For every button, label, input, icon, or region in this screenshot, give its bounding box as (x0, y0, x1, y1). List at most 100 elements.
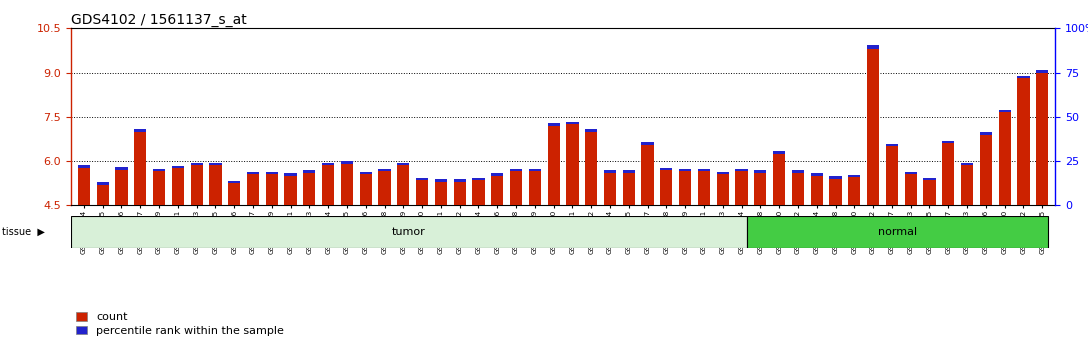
Bar (491, 176, 504, 205)
Bar (77, 166, 90, 169)
Bar (153, 171, 165, 205)
Bar (849, 175, 861, 177)
Bar (304, 173, 316, 205)
Bar (97, 185, 109, 205)
Bar (115, 167, 127, 170)
Bar (904, 172, 917, 175)
Bar (454, 182, 466, 205)
Bar (886, 144, 898, 146)
Bar (867, 49, 879, 205)
Bar (304, 170, 316, 173)
Bar (416, 180, 429, 205)
Bar (567, 121, 579, 124)
Bar (284, 176, 297, 205)
Bar (1036, 70, 1049, 73)
Bar (697, 169, 710, 171)
Bar (642, 142, 654, 145)
Bar (265, 172, 277, 175)
Bar (585, 129, 597, 132)
Bar (679, 171, 691, 205)
Bar (942, 143, 954, 205)
Bar (622, 170, 635, 173)
Bar (754, 173, 766, 205)
Bar (472, 178, 484, 180)
Bar (265, 175, 277, 205)
Bar (924, 178, 936, 180)
Bar (284, 173, 297, 176)
Bar (190, 166, 202, 205)
Bar (660, 170, 672, 205)
Bar (747, 216, 1048, 248)
Bar (604, 173, 616, 205)
Bar (397, 163, 409, 166)
Bar (585, 132, 597, 205)
Bar (416, 178, 429, 180)
Bar (697, 171, 710, 205)
Bar (247, 175, 259, 205)
Bar (360, 175, 372, 205)
Bar (209, 166, 222, 205)
Text: tissue  ▶: tissue ▶ (2, 227, 45, 237)
Bar (567, 124, 579, 205)
Bar (867, 45, 879, 49)
Bar (247, 172, 259, 175)
Bar (341, 161, 353, 164)
Bar (491, 173, 504, 176)
Bar (811, 173, 823, 176)
Bar (97, 182, 109, 185)
Bar (529, 169, 541, 171)
Bar (435, 179, 447, 182)
Bar (774, 151, 786, 154)
Bar (754, 170, 766, 173)
Bar (1017, 76, 1029, 79)
Text: normal: normal (878, 227, 917, 237)
Bar (134, 129, 147, 132)
Bar (547, 123, 559, 126)
Bar (547, 126, 559, 205)
Bar (379, 171, 391, 205)
Bar (322, 166, 334, 205)
Bar (510, 171, 522, 205)
Bar (829, 179, 842, 205)
Bar (153, 169, 165, 171)
Bar (642, 145, 654, 205)
Bar (228, 183, 240, 205)
Bar (622, 173, 635, 205)
Bar (397, 166, 409, 205)
Bar (979, 132, 992, 135)
Text: GDS4102 / 1561137_s_at: GDS4102 / 1561137_s_at (71, 13, 247, 27)
Bar (172, 169, 184, 205)
Bar (71, 216, 747, 248)
Bar (660, 167, 672, 170)
Bar (228, 181, 240, 183)
Bar (979, 135, 992, 205)
Bar (510, 169, 522, 171)
Bar (999, 113, 1011, 205)
Bar (774, 154, 786, 205)
Bar (134, 132, 147, 205)
Bar (360, 172, 372, 175)
Bar (341, 164, 353, 205)
Bar (472, 180, 484, 205)
Bar (811, 176, 823, 205)
Bar (735, 169, 747, 171)
Bar (961, 166, 973, 205)
Bar (1036, 73, 1049, 205)
Bar (77, 169, 90, 205)
Legend: count, percentile rank within the sample: count, percentile rank within the sample (76, 312, 284, 336)
Bar (829, 176, 842, 179)
Bar (1017, 79, 1029, 205)
Bar (792, 170, 804, 173)
Bar (717, 172, 729, 175)
Bar (115, 170, 127, 205)
Bar (190, 163, 202, 166)
Bar (849, 177, 861, 205)
Bar (604, 170, 616, 173)
Bar (904, 175, 917, 205)
Bar (322, 163, 334, 166)
Text: tumor: tumor (392, 227, 425, 237)
Bar (961, 163, 973, 166)
Bar (924, 180, 936, 205)
Bar (717, 175, 729, 205)
Bar (209, 163, 222, 166)
